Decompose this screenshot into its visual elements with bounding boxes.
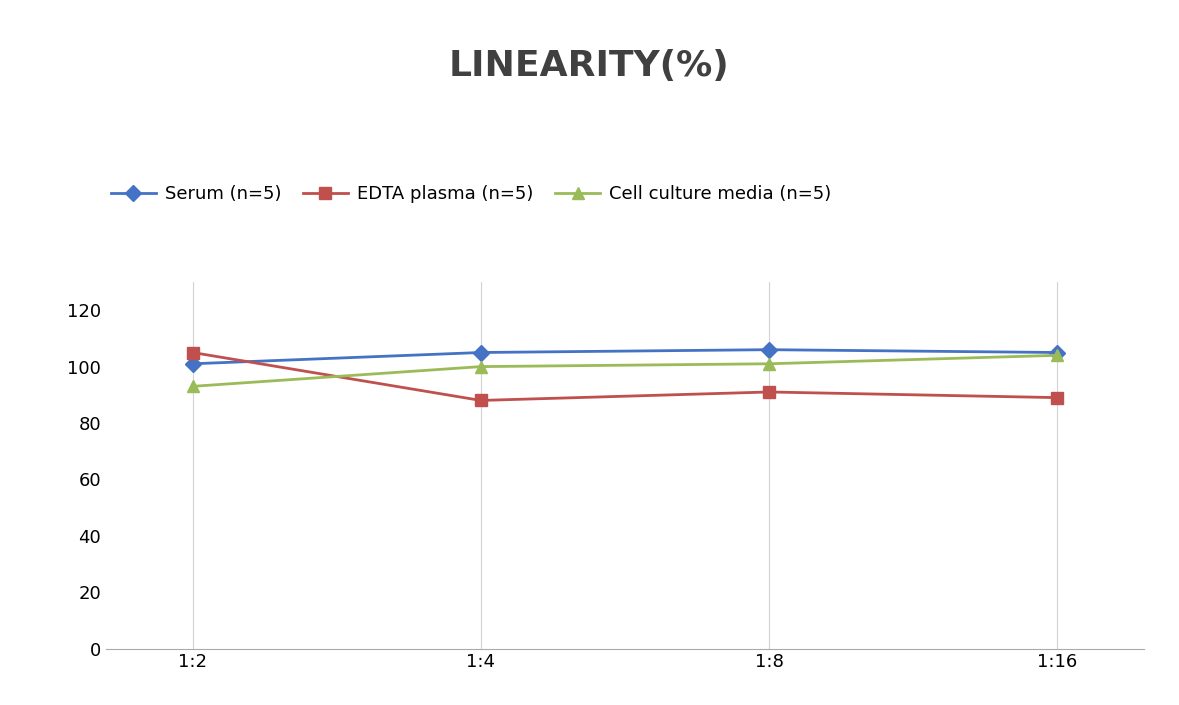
Legend: Serum (n=5), EDTA plasma (n=5), Cell culture media (n=5): Serum (n=5), EDTA plasma (n=5), Cell cul…	[104, 178, 838, 211]
EDTA plasma (n=5)	[1050, 393, 1065, 402]
Serum (n=5)	[185, 360, 199, 368]
EDTA plasma (n=5)	[185, 348, 199, 357]
Line: EDTA plasma (n=5): EDTA plasma (n=5)	[187, 347, 1062, 406]
Text: LINEARITY(%): LINEARITY(%)	[449, 49, 730, 83]
Cell culture media (n=5)	[474, 362, 488, 371]
Cell culture media (n=5)	[1050, 351, 1065, 360]
Serum (n=5)	[474, 348, 488, 357]
EDTA plasma (n=5)	[474, 396, 488, 405]
Serum (n=5)	[1050, 348, 1065, 357]
Cell culture media (n=5)	[185, 382, 199, 391]
Line: Serum (n=5): Serum (n=5)	[187, 344, 1062, 369]
Serum (n=5)	[762, 345, 776, 354]
Line: Cell culture media (n=5): Cell culture media (n=5)	[187, 350, 1062, 392]
EDTA plasma (n=5)	[762, 388, 776, 396]
Cell culture media (n=5)	[762, 360, 776, 368]
